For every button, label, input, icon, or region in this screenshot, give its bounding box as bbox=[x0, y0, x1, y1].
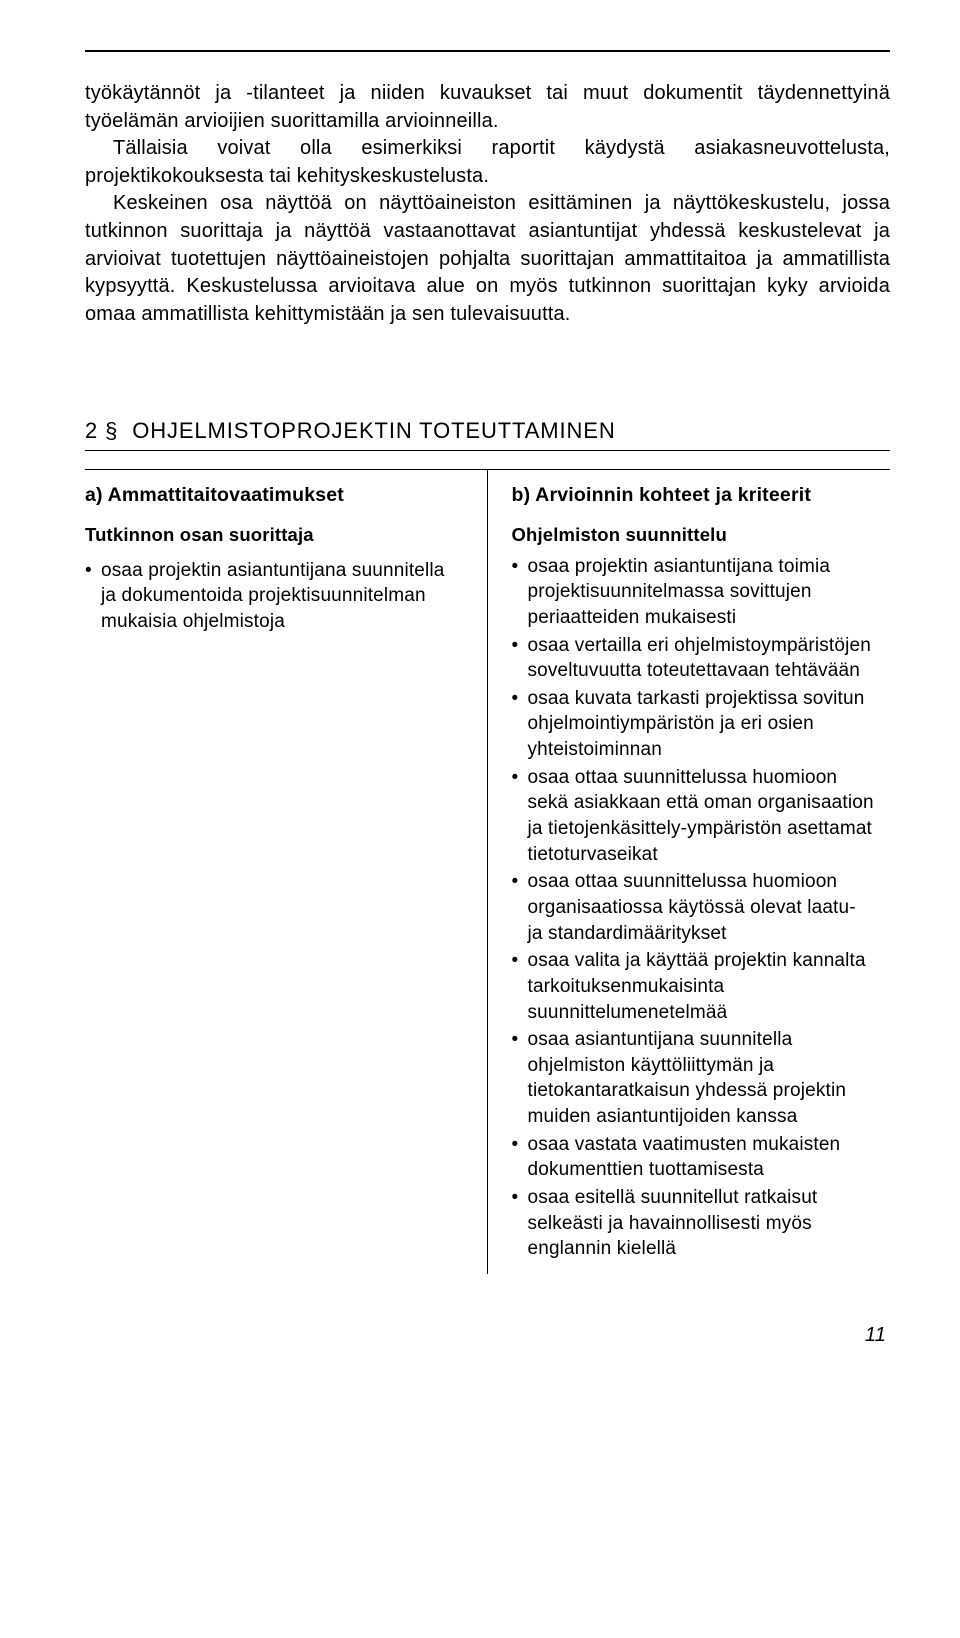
list-item: osaa asiantuntijana suunnitella ohjelmis… bbox=[512, 1027, 875, 1130]
intro-line-3: Keskeinen osa näyttöä on näyttöaineiston… bbox=[85, 190, 890, 328]
right-column-subheading: Ohjelmiston suunnittelu bbox=[512, 523, 875, 548]
two-column-table: a) Ammattitaitovaatimukset Tutkinnon osa… bbox=[85, 469, 890, 1274]
column-left: a) Ammattitaitovaatimukset Tutkinnon osa… bbox=[85, 470, 488, 1274]
top-horizontal-rule bbox=[85, 50, 890, 52]
intro-line-1: työkäytännöt ja -tilanteet ja niiden kuv… bbox=[85, 80, 890, 135]
list-item: osaa ottaa suunnittelussa huomioon sekä … bbox=[512, 765, 875, 868]
list-item: osaa esitellä suunnitellut ratkaisut sel… bbox=[512, 1185, 875, 1262]
list-item: osaa vastata vaatimusten mukaisten dokum… bbox=[512, 1132, 875, 1183]
list-item: osaa vertailla eri ohjelmistoympäristöje… bbox=[512, 633, 875, 684]
column-right: b) Arvioinnin kohteet ja kriteerit Ohjel… bbox=[488, 470, 891, 1274]
list-item: osaa projektin asiantuntijana toimia pro… bbox=[512, 554, 875, 631]
list-item: osaa valita ja käyttää projektin kannalt… bbox=[512, 948, 875, 1025]
section-heading: 2 § OHJELMISTOPROJEKTIN TOTEUTTAMINEN bbox=[85, 418, 890, 451]
right-column-heading: b) Arvioinnin kohteet ja kriteerit bbox=[512, 482, 875, 508]
left-column-heading: a) Ammattitaitovaatimukset bbox=[85, 482, 463, 508]
section-number: 2 § bbox=[85, 418, 118, 443]
page-number: 11 bbox=[85, 1324, 890, 1347]
list-item: osaa ottaa suunnittelussa huomioon organ… bbox=[512, 869, 875, 946]
intro-paragraphs: työkäytännöt ja -tilanteet ja niiden kuv… bbox=[85, 80, 890, 328]
left-column-subheading: Tutkinnon osan suorittaja bbox=[85, 523, 463, 548]
right-bullet-list: osaa projektin asiantuntijana toimia pro… bbox=[512, 554, 875, 1262]
intro-line-2: Tällaisia voivat olla esimerkiksi raport… bbox=[85, 135, 890, 190]
section-title: OHJELMISTOPROJEKTIN TOTEUTTAMINEN bbox=[132, 418, 615, 443]
list-item: osaa kuvata tarkasti projektissa sovitun… bbox=[512, 686, 875, 763]
left-bullet-list: osaa projektin asiantuntijana suunnitell… bbox=[85, 558, 463, 635]
list-item: osaa projektin asiantuntijana suunnitell… bbox=[85, 558, 463, 635]
